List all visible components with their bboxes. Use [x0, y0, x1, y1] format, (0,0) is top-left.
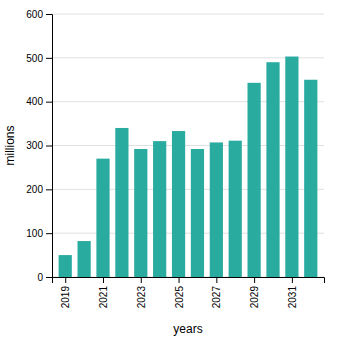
y-axis-line	[46, 15, 53, 278]
bar	[78, 241, 91, 277]
x-axis-title: years	[173, 322, 202, 336]
y-tick: 0	[37, 272, 52, 283]
y-tick-mark	[46, 189, 52, 190]
grid-line	[52, 57, 324, 58]
x-axis: 2019 2021 2023 2025 2027 2029 2031	[53, 277, 325, 308]
y-tick-label: 100	[26, 228, 43, 239]
x-tick-label: 2029	[249, 286, 260, 309]
bar	[59, 255, 72, 277]
x-tick: 2021	[98, 277, 109, 308]
bar	[285, 57, 298, 277]
y-tick-mark	[46, 14, 52, 15]
grid-line	[52, 189, 324, 190]
y-tick: 200	[26, 184, 52, 195]
bars	[59, 57, 318, 277]
x-tick-mark	[254, 277, 255, 283]
bar	[134, 149, 147, 277]
x-tick-label: 2023	[136, 286, 147, 309]
x-tick-label: 2025	[174, 286, 185, 309]
bar	[191, 149, 204, 277]
y-tick: 600	[26, 9, 52, 20]
y-tick-mark	[46, 102, 52, 103]
x-tick: 2019	[60, 277, 71, 308]
y-tick: 100	[26, 228, 52, 239]
y-tick-label: 0	[37, 272, 43, 283]
x-tick-label: 2027	[211, 286, 222, 309]
bar	[229, 141, 242, 277]
y-tick: 500	[26, 53, 52, 64]
bar	[115, 128, 128, 277]
y-axis: 0 100 200 300 400 500 600	[26, 9, 52, 283]
x-tick: 2025	[174, 277, 185, 308]
plot: 2019 2021 2023 2025 2027 2029 2031 0 100 200 300 40…	[26, 9, 324, 309]
x-tick: 2027	[211, 277, 222, 308]
y-tick-mark	[46, 233, 52, 234]
bar	[153, 141, 166, 277]
y-tick-mark	[46, 146, 52, 147]
bar	[172, 131, 185, 277]
grid-line	[52, 14, 324, 15]
x-tick-mark	[216, 277, 217, 283]
bar	[266, 62, 279, 277]
x-tick-mark	[103, 277, 104, 283]
x-tick: 2023	[136, 277, 147, 308]
y-tick-label: 500	[26, 53, 43, 64]
y-tick-mark	[46, 277, 52, 278]
y-tick: 400	[26, 96, 52, 107]
x-tick: 2031	[287, 277, 298, 308]
y-tick-label: 200	[26, 184, 43, 195]
x-tick-label: 2019	[60, 286, 71, 309]
grid-line	[52, 233, 324, 234]
y-tick-label: 300	[26, 140, 43, 151]
bar	[304, 80, 317, 277]
chart-container: 2019 2021 2023 2025 2027 2029 2031 0 100 200 300 40…	[0, 0, 338, 339]
x-tick-label: 2021	[98, 286, 109, 309]
y-tick-label: 400	[26, 96, 43, 107]
bar	[248, 83, 261, 277]
y-tick: 300	[26, 140, 52, 151]
grid	[52, 14, 324, 277]
y-axis-title: millions	[3, 125, 17, 165]
bar	[96, 159, 109, 277]
x-tick-mark	[141, 277, 142, 283]
grid-line	[52, 101, 324, 102]
x-tick-mark	[65, 277, 66, 283]
x-tick-label: 2031	[287, 286, 298, 309]
x-tick-mark	[179, 277, 180, 283]
x-tick-mark	[292, 277, 293, 283]
x-tick: 2029	[249, 277, 260, 308]
bar	[210, 142, 223, 277]
grid-line	[52, 145, 324, 146]
chart-svg: 2019 2021 2023 2025 2027 2029 2031 0 100 200 300 40…	[0, 0, 338, 339]
y-tick-label: 600	[26, 9, 43, 20]
x-axis-line	[53, 278, 325, 284]
y-tick-mark	[46, 58, 52, 59]
